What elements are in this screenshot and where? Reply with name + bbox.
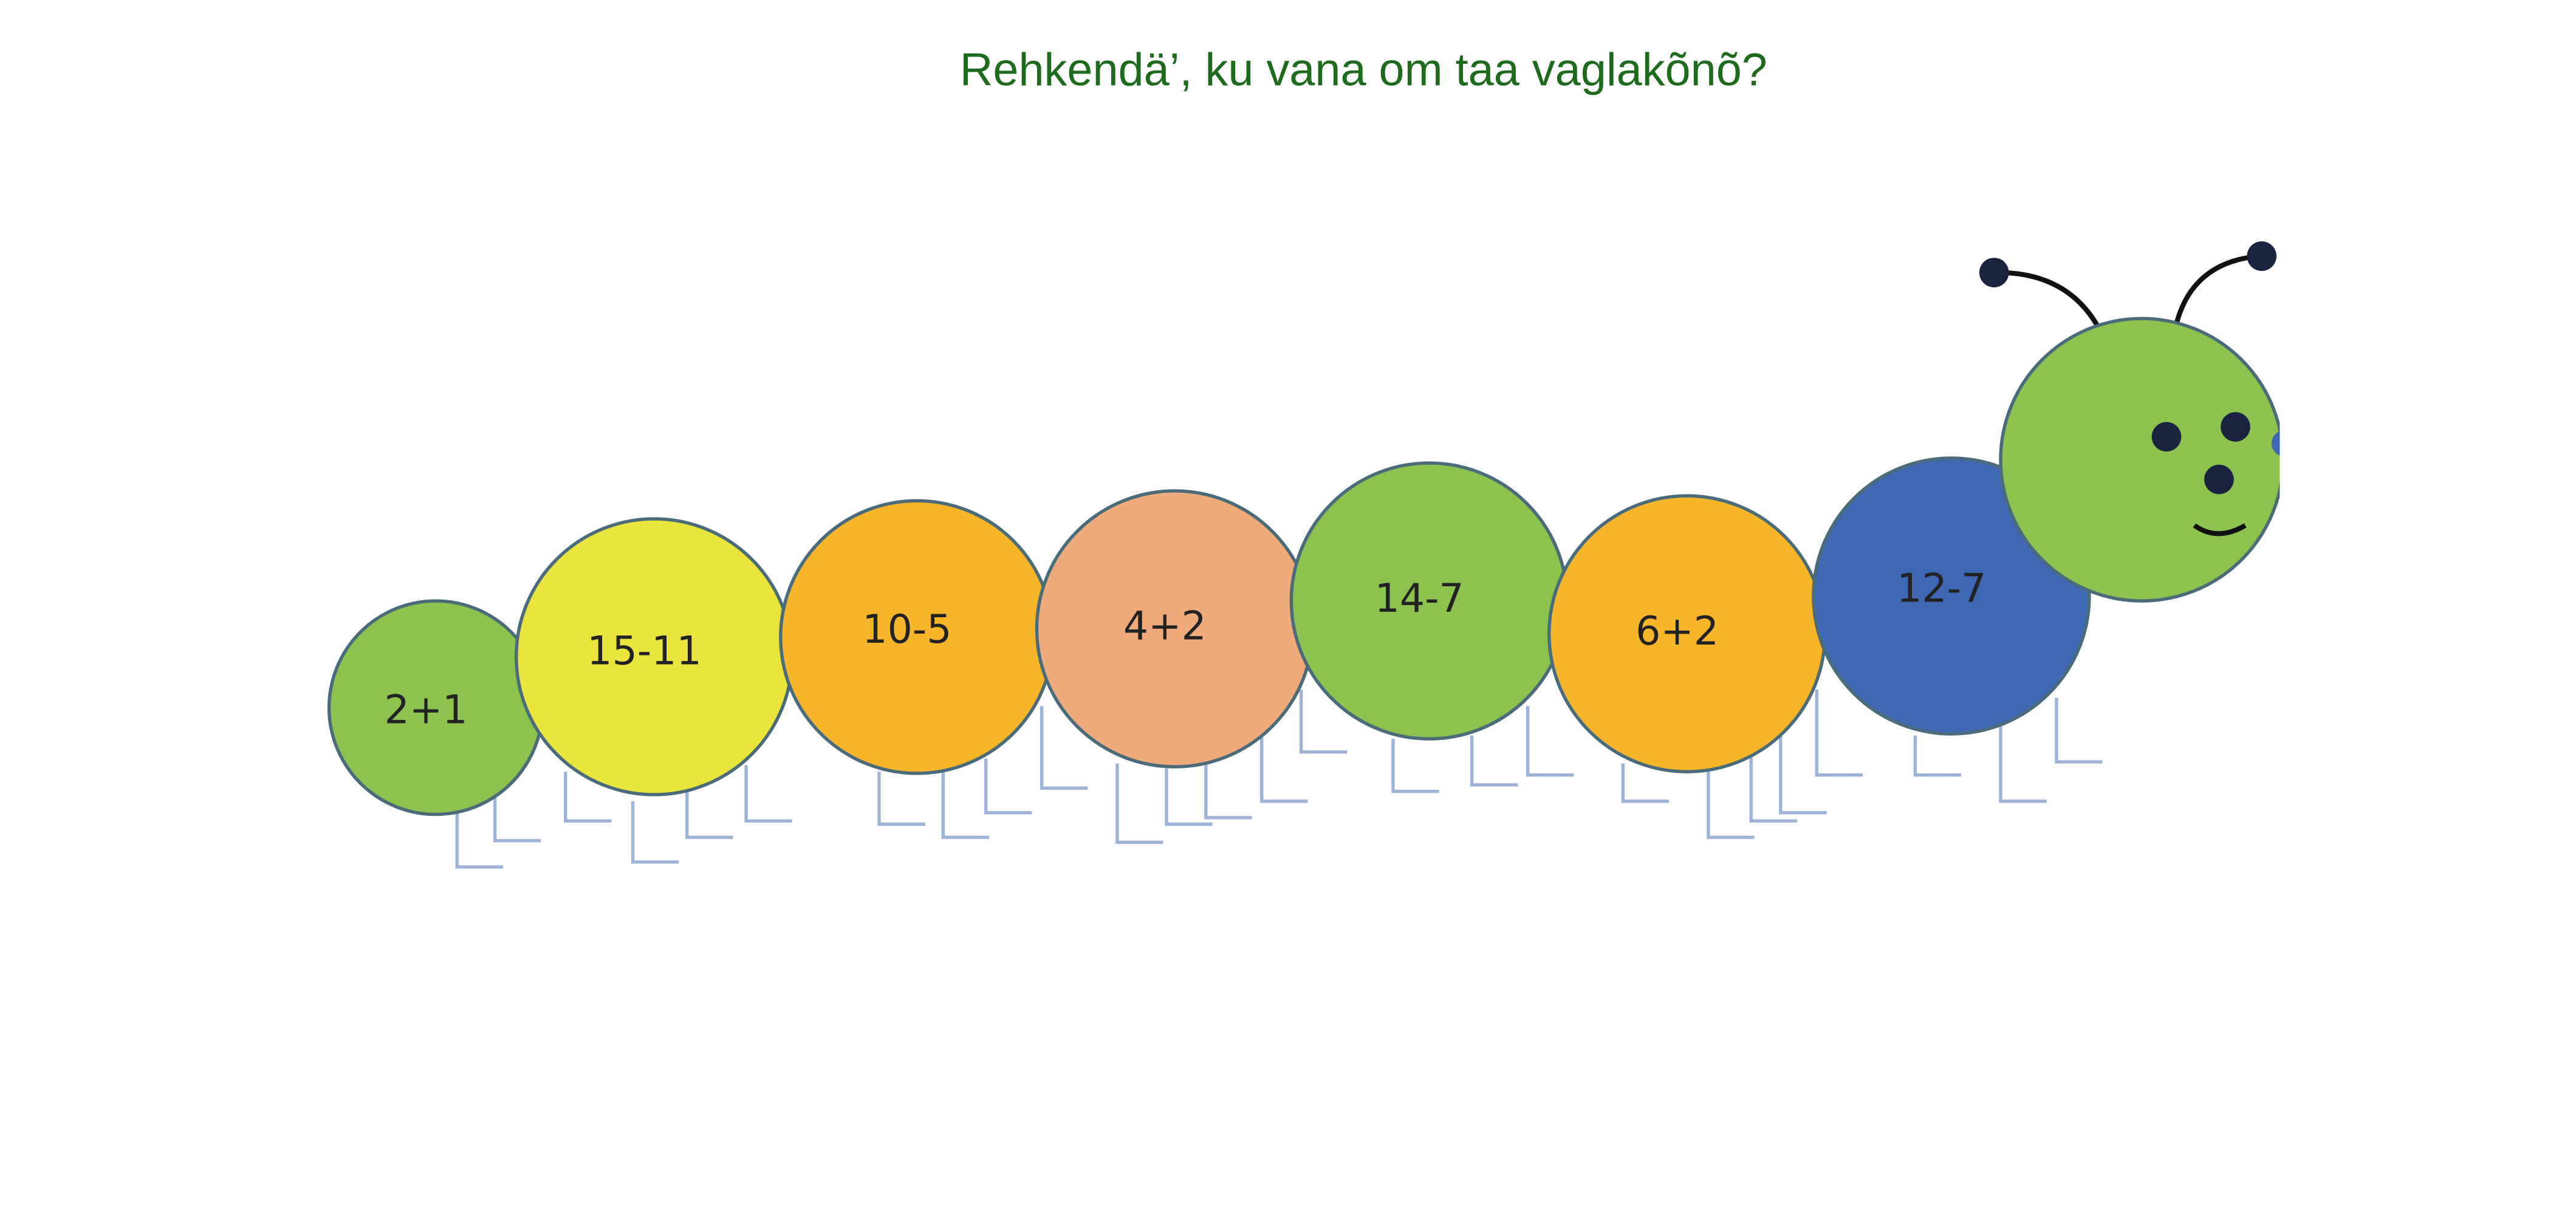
leg xyxy=(1391,739,1439,793)
leg xyxy=(1299,690,1348,754)
head xyxy=(1979,241,2280,603)
leg xyxy=(685,788,733,840)
segment-label: 12-7 xyxy=(1897,566,1986,612)
segment-label: 14-7 xyxy=(1375,576,1464,621)
segment-label: 10-5 xyxy=(862,607,951,652)
leg xyxy=(455,804,504,869)
leg xyxy=(1526,706,1574,777)
leg xyxy=(984,758,1032,815)
segment-label: 4+2 xyxy=(1123,604,1207,649)
leg xyxy=(1913,735,1962,777)
leg xyxy=(744,765,792,823)
leg xyxy=(1621,763,1670,803)
leg xyxy=(1470,735,1518,787)
leg xyxy=(1040,706,1088,790)
caterpillar-body: 2+1 15-11 10-5 4+2 14-7 6+2 12-7 xyxy=(327,456,2091,816)
leg xyxy=(1749,755,1797,823)
segment-label: 2+1 xyxy=(385,688,468,733)
leg xyxy=(1204,755,1252,820)
leg xyxy=(1999,722,2047,803)
leg xyxy=(2055,697,2103,764)
leg xyxy=(1779,722,1827,815)
segment-label: 15-11 xyxy=(587,628,701,674)
legs xyxy=(455,690,2103,869)
leg xyxy=(877,772,925,826)
leg xyxy=(631,801,679,864)
leg xyxy=(1115,763,1163,844)
segment-label: 6+2 xyxy=(1636,609,1719,654)
leg xyxy=(493,788,541,843)
leg xyxy=(1165,768,1213,826)
leg xyxy=(1815,690,1863,777)
leg xyxy=(1707,772,1755,840)
leg xyxy=(564,772,612,823)
title: Rehkendä’, ku vana om taa vaglakõnõ? xyxy=(960,44,1767,96)
leg xyxy=(941,772,990,840)
